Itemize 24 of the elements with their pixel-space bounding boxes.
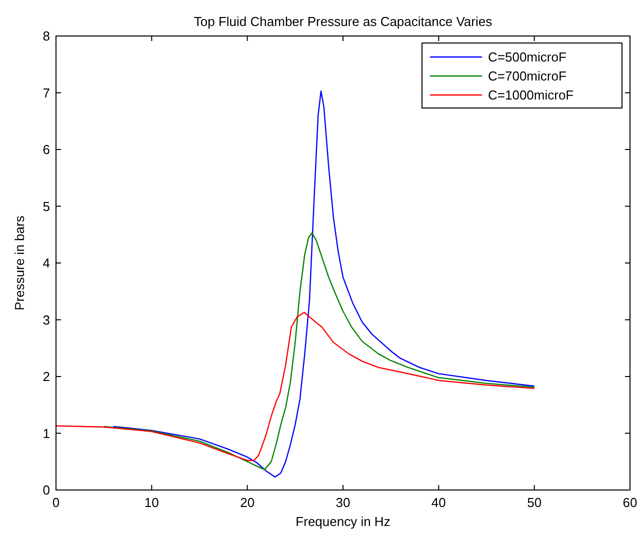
x-tick-label: 50: [527, 495, 542, 510]
y-tick-label: 5: [42, 198, 50, 214]
legend-label: C=500microF: [488, 50, 566, 64]
x-tick-label: 60: [622, 495, 638, 510]
legend-label: C=1000microF: [488, 88, 574, 102]
x-tick-label: 10: [144, 495, 159, 510]
y-tick-label: 6: [42, 142, 50, 157]
y-tick-label: 2: [42, 369, 50, 384]
chart-title: Top Fluid Chamber Pressure as Capacitance Varies: [194, 14, 493, 29]
y-tick-label: 7: [42, 85, 50, 100]
x-tick-label: 20: [240, 495, 255, 510]
legend-label: C=700microF: [488, 68, 566, 84]
y-axis-title: Pressure in bars: [12, 215, 27, 310]
x-tick-label: 0: [52, 495, 60, 510]
line-series: [55, 312, 535, 462]
y-tick-label: 8: [42, 28, 50, 44]
y-tick-label: 0: [42, 482, 50, 498]
x-axis-title: Frequency in Hz: [296, 514, 390, 529]
line-series: [103, 232, 535, 470]
y-tick-label: 4: [42, 256, 50, 270]
x-tick-label: 30: [336, 495, 350, 510]
x-tick-label: 40: [431, 495, 446, 510]
y-tick-label: 1: [42, 426, 50, 441]
y-tick-label: 3: [42, 312, 50, 328]
